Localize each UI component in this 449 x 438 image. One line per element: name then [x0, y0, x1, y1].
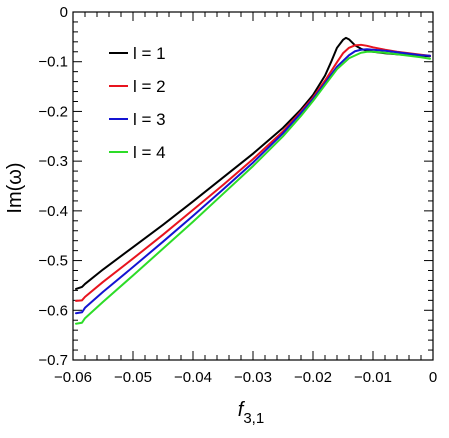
- plot-border: [72, 11, 434, 361]
- plot-frame: [72, 11, 434, 361]
- x-tick-label: −0.02: [294, 369, 332, 386]
- legend-label-l3: l = 3: [133, 110, 166, 129]
- legend-label-l4: l = 4: [133, 143, 166, 162]
- y-tick-label: −0.5: [38, 253, 68, 270]
- legend-label-l1: l = 1: [133, 44, 166, 63]
- y-tick-label: −0.7: [38, 352, 68, 369]
- legend: l = 1 l = 2 l = 3 l = 4: [109, 44, 166, 162]
- x-tick-label: −0.04: [174, 369, 212, 386]
- x-axis-title: f3,1: [238, 399, 264, 427]
- x-axis-title-subscript: 3,1: [243, 410, 264, 427]
- x-axis: −0.06 −0.05 −0.04 −0.03 −0.02 −0.01 0: [54, 12, 437, 386]
- y-tick-label: 0: [60, 4, 68, 21]
- y-axis: 0 −0.1 −0.2 −0.3 −0.4 −0.5 −0.6 −0.7: [38, 4, 433, 369]
- x-tick-label: −0.06: [54, 369, 92, 386]
- x-tick-label: −0.01: [354, 369, 392, 386]
- y-tick-label: −0.6: [38, 302, 68, 319]
- x-tick-label: 0: [429, 369, 437, 386]
- y-tick-label: −0.2: [38, 103, 68, 120]
- x-tick-label: −0.03: [234, 369, 272, 386]
- series-line-l2: [75, 43, 431, 302]
- series-line-l4: [75, 50, 431, 325]
- y-tick-label: −0.1: [38, 54, 68, 71]
- x-tick-label: −0.05: [114, 369, 152, 386]
- series-line-l3: [75, 48, 431, 315]
- series-layer: [75, 36, 431, 325]
- legend-label-l2: l = 2: [133, 77, 166, 96]
- y-axis-title: Im(ω): [4, 162, 26, 213]
- y-tick-label: −0.3: [38, 153, 68, 170]
- y-tick-label: −0.4: [38, 203, 68, 220]
- x-axis-title-main: f: [238, 399, 246, 421]
